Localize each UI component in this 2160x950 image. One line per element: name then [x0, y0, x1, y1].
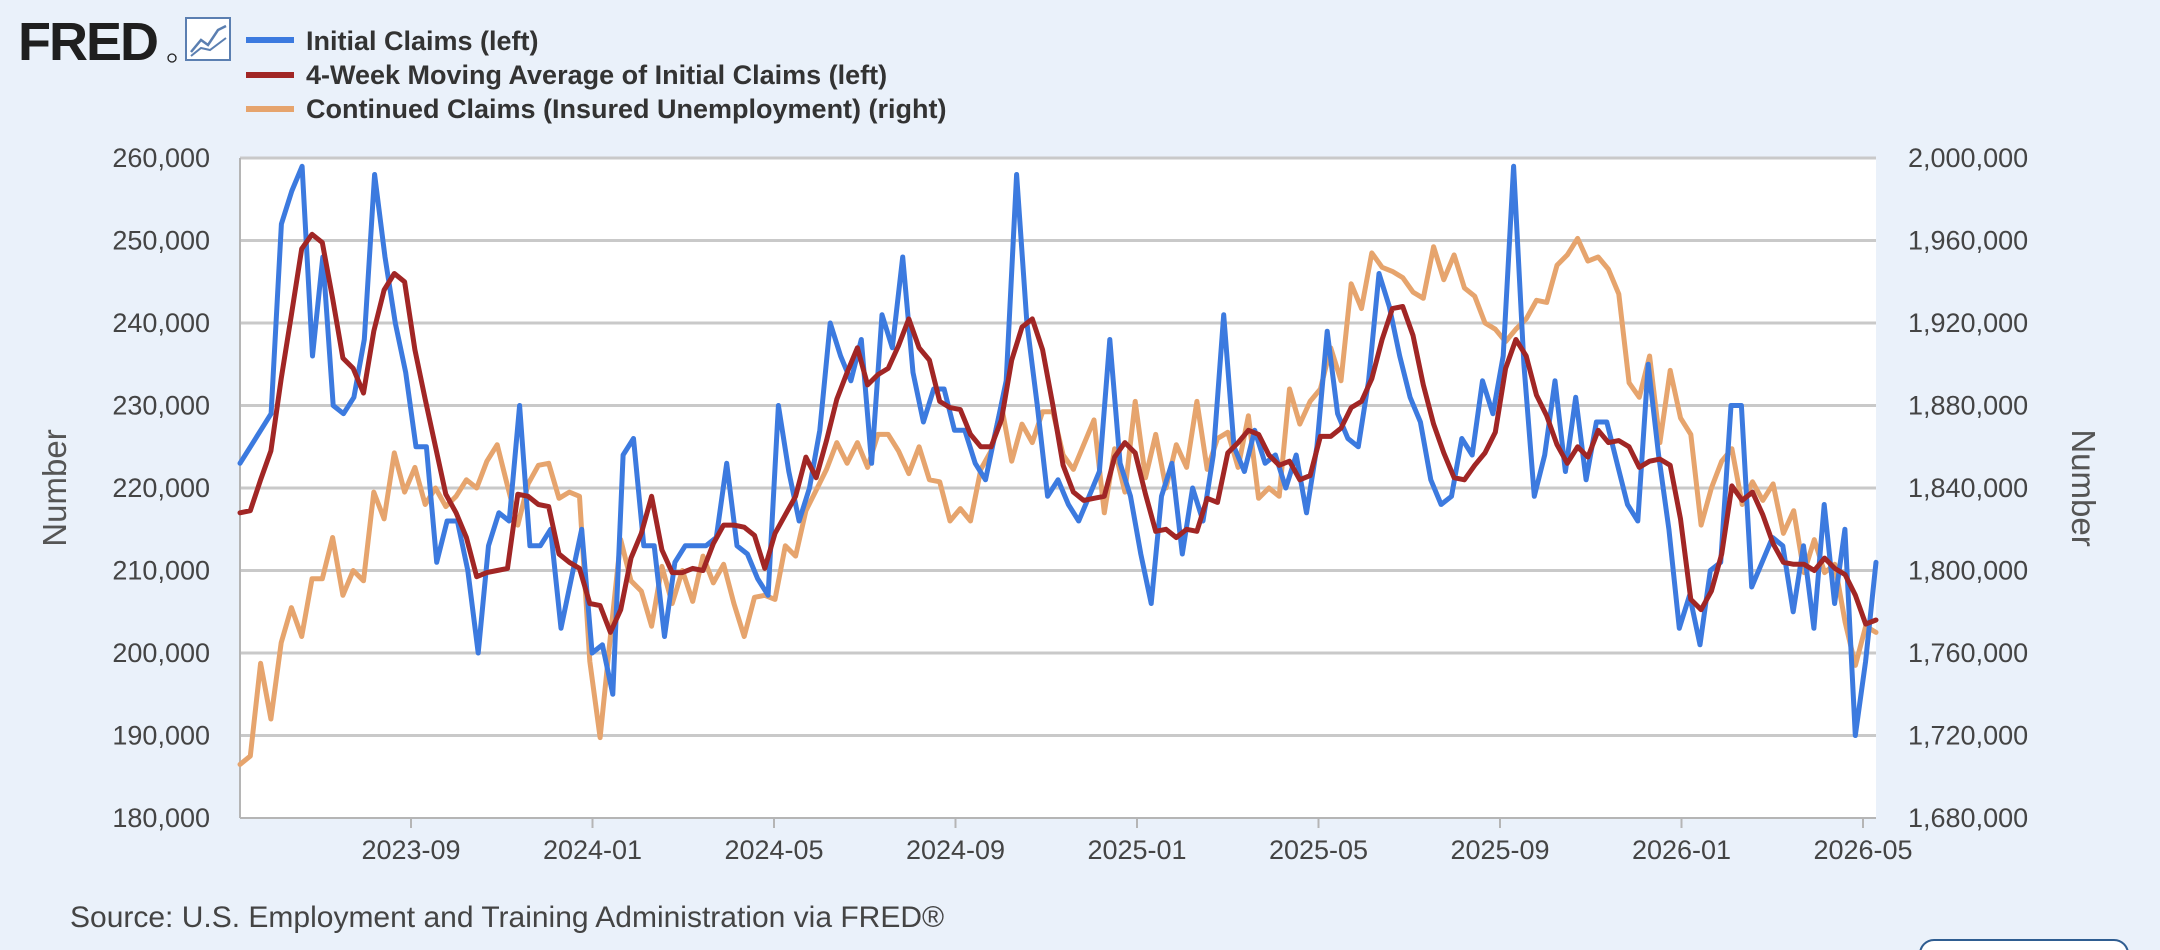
right-tick-label: 1,720,000: [1908, 721, 2028, 751]
legend-item-moving-average[interactable]: 4-Week Moving Average of Initial Claims …: [246, 60, 887, 90]
legend-item-initial-claims[interactable]: Initial Claims (left): [246, 26, 539, 56]
registered-mark: [167, 53, 177, 63]
right-axis-title: Number: [2065, 429, 2102, 546]
x-tick-label: 2024-05: [724, 835, 823, 865]
line-graph-icon: [185, 17, 231, 61]
left-tick-label: 240,000: [112, 308, 210, 338]
right-tick-label: 1,840,000: [1908, 473, 2028, 503]
right-tick-label: 1,880,000: [1908, 391, 2028, 421]
legend-item-continued-claims[interactable]: Continued Claims (Insured Unemployment) …: [246, 94, 947, 124]
x-tick-label: 2024-09: [906, 835, 1005, 865]
left-tick-label: 250,000: [112, 226, 210, 256]
moving-average-line: [237, 231, 1879, 635]
x-tick-label: 2026-01: [1632, 835, 1731, 865]
x-tick-label: 2025-05: [1269, 835, 1368, 865]
left-tick-label: 190,000: [112, 721, 210, 751]
left-tick-label: 200,000: [112, 638, 210, 668]
fred-logo-wordmark: FRED: [18, 14, 157, 66]
x-tick-label: 2024-01: [543, 835, 642, 865]
right-tick-label: 1,760,000: [1908, 638, 2028, 668]
share-button[interactable]: [1919, 939, 2129, 950]
right-tick-label: 1,800,000: [1908, 556, 2028, 586]
grid-lines: [240, 156, 1876, 737]
legend: Initial Claims (left) 4-Week Moving Aver…: [246, 26, 947, 124]
left-tick-label: 230,000: [112, 391, 210, 421]
fred-logo[interactable]: FRED: [18, 14, 238, 66]
x-axis-ticks: 2023-09 2024-01 2024-05 2024-09 2025-01 2025-…: [361, 818, 1913, 865]
right-tick-label: 1,920,000: [1908, 308, 2028, 338]
initial-claims-line: [237, 163, 1879, 738]
right-tick-label: 1,680,000: [1908, 803, 2028, 833]
left-tick-label: 210,000: [112, 556, 210, 586]
x-tick-label: 2025-01: [1087, 835, 1186, 865]
right-axis-ticks: 1,680,000 1,720,000 1,760,000 1,800,000 1,84…: [1908, 143, 2028, 833]
left-axis-ticks: 180,000 190,000 200,000 210,000 220,000 230,0…: [112, 143, 210, 833]
left-axis-title: Number: [36, 429, 73, 546]
series-lines: [237, 163, 1879, 767]
source-note: Source: U.S. Employment and Training Adm…: [70, 901, 944, 934]
legend-label-initial-claims: Initial Claims (left): [306, 26, 539, 56]
x-tick-label: 2026-05: [1813, 835, 1912, 865]
right-tick-label: 1,960,000: [1908, 226, 2028, 256]
left-tick-label: 180,000: [112, 803, 210, 833]
x-tick-label: 2025-09: [1450, 835, 1549, 865]
left-tick-label: 260,000: [112, 143, 210, 173]
legend-label-moving-average: 4-Week Moving Average of Initial Claims …: [306, 60, 887, 90]
right-tick-label: 2,000,000: [1908, 143, 2028, 173]
left-tick-label: 220,000: [112, 473, 210, 503]
x-tick-label: 2023-09: [361, 835, 460, 865]
legend-label-continued-claims: Continued Claims (Insured Unemployment) …: [306, 94, 947, 124]
